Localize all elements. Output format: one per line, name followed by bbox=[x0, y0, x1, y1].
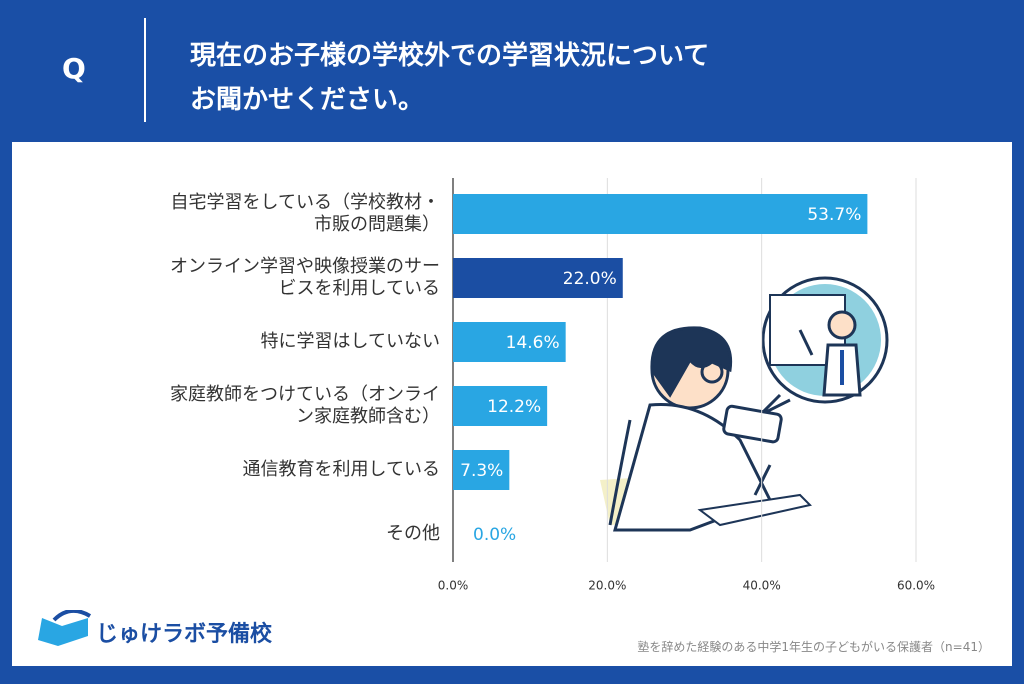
logo-text: じゅけラボ予備校 bbox=[96, 622, 273, 647]
x-tick-label: 40.0% bbox=[743, 579, 781, 593]
category-label: 通信教育を利用している bbox=[242, 459, 440, 480]
category-label: オンライン学習や映像授業のサー ビスを利用している bbox=[170, 256, 440, 299]
category-label: 家庭教師をつけている（オンライ ン家庭教師含む） bbox=[170, 384, 440, 427]
value-label: 0.0% bbox=[473, 525, 516, 545]
divider bbox=[144, 18, 146, 122]
logo-icon bbox=[34, 608, 92, 646]
value-label: 22.0% bbox=[563, 269, 617, 289]
bar bbox=[453, 386, 548, 426]
bar bbox=[453, 194, 868, 234]
category-label: その他 bbox=[386, 523, 440, 544]
bar bbox=[453, 322, 566, 362]
bar bbox=[453, 258, 623, 298]
illustration bbox=[600, 276, 889, 532]
x-tick-label: 20.0% bbox=[588, 579, 626, 593]
category-label: 特に学習はしていない bbox=[260, 331, 440, 352]
q-label: Q bbox=[62, 52, 86, 85]
value-label: 7.3% bbox=[460, 461, 503, 481]
plot: 0.0% 20.0% 40.0% 60.0% 53.7% 22.0% 14.6% 12.2% 7… bbox=[438, 178, 935, 593]
value-label: 12.2% bbox=[487, 397, 541, 417]
value-label: 53.7% bbox=[807, 205, 861, 225]
bar bbox=[453, 450, 510, 490]
x-tick-label: 60.0% bbox=[897, 579, 935, 593]
question: 現在のお子様の学校外での学習状況について お聞かせください。 bbox=[190, 41, 710, 115]
value-label: 14.6% bbox=[506, 333, 560, 353]
footnote: 塾を辞めた経験のある中学1年生の子どもがいる保護者（n=41） bbox=[637, 640, 990, 654]
category-label: 自宅学習をしている（学校教材・ 市販の問題集） bbox=[170, 192, 440, 235]
x-tick-label: 0.0% bbox=[438, 579, 469, 593]
